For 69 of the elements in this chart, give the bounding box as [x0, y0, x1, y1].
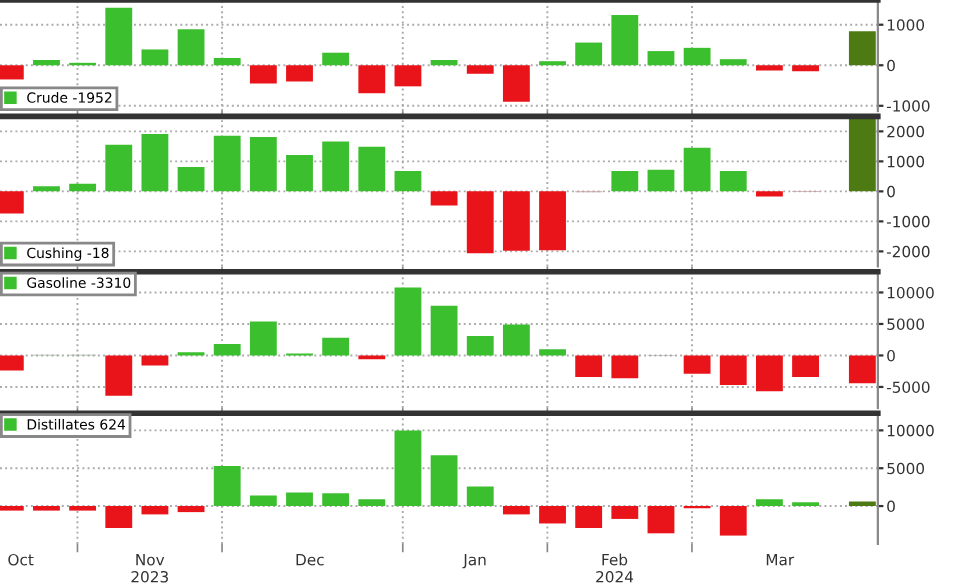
bar: [719, 59, 747, 66]
bar: [755, 65, 783, 71]
bar: [466, 335, 494, 356]
bar: [719, 170, 747, 192]
bar: [502, 191, 530, 251]
bar: [394, 65, 422, 87]
bar: [286, 492, 313, 507]
bar: [466, 65, 494, 74]
bar: [322, 493, 350, 507]
bar: [249, 495, 277, 507]
bar: [141, 134, 169, 192]
bar: [539, 349, 566, 356]
bar: [322, 141, 350, 192]
bar: [213, 344, 241, 356]
bar: [848, 355, 876, 384]
bar: [430, 305, 458, 356]
bar: [286, 155, 313, 192]
bar: [611, 170, 639, 192]
bar: [358, 146, 386, 192]
bar: [33, 186, 60, 192]
bar: [502, 506, 530, 515]
bar: [575, 42, 603, 66]
bar: [105, 7, 133, 66]
bar: [792, 65, 819, 72]
bar: [69, 183, 97, 192]
bar: [683, 47, 711, 66]
bar: [430, 455, 458, 507]
bar: [322, 52, 350, 66]
bar: [466, 486, 494, 507]
bar: [177, 167, 205, 192]
bar: [105, 144, 133, 192]
bar: [249, 65, 277, 84]
bar: [358, 65, 386, 94]
bar: [755, 191, 783, 197]
bar: [647, 51, 675, 66]
bar: [358, 499, 386, 507]
bar: [105, 506, 133, 529]
bar: [141, 49, 169, 66]
bar: [848, 31, 876, 66]
bar: [394, 287, 422, 356]
bar: [719, 506, 747, 536]
bar: [322, 337, 350, 356]
bar: [539, 191, 566, 251]
bar: [394, 170, 422, 192]
bar: [575, 506, 603, 529]
bar: [249, 321, 277, 356]
bar: [611, 506, 639, 519]
bar: [430, 191, 458, 206]
bar: [394, 430, 422, 507]
bar: [141, 506, 169, 515]
bar: [502, 324, 530, 356]
bar: [683, 147, 711, 192]
bar: [611, 15, 639, 66]
bar: [177, 506, 205, 513]
bar: [848, 117, 876, 192]
bar: [213, 135, 241, 192]
bar: [466, 191, 494, 254]
bar: [249, 137, 277, 192]
bar: [647, 169, 675, 192]
bar: [430, 59, 458, 66]
bar: [177, 29, 205, 66]
bar: [213, 57, 241, 66]
bar: [502, 65, 530, 102]
bar: [647, 506, 675, 534]
bar: [286, 65, 313, 82]
bar: [539, 506, 566, 524]
bar: [755, 499, 783, 507]
bar: [213, 465, 241, 507]
bar: [33, 59, 60, 66]
